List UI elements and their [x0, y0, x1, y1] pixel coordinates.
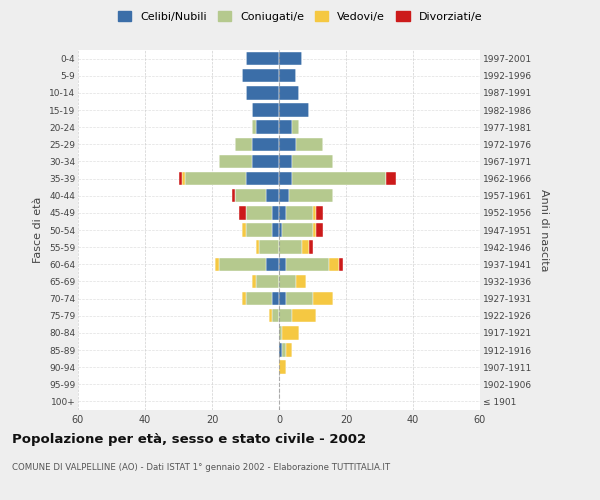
- Bar: [283, 344, 286, 356]
- Bar: [292, 154, 332, 168]
- Bar: [256, 120, 279, 134]
- Bar: [242, 292, 245, 306]
- Bar: [279, 69, 296, 82]
- Bar: [242, 69, 279, 82]
- Bar: [316, 224, 323, 236]
- Bar: [235, 138, 252, 151]
- Bar: [272, 292, 279, 306]
- Bar: [279, 309, 292, 322]
- Bar: [235, 189, 266, 202]
- Bar: [279, 240, 302, 254]
- Bar: [296, 138, 323, 151]
- Bar: [245, 206, 272, 220]
- Bar: [289, 189, 332, 202]
- Bar: [245, 172, 279, 186]
- Bar: [279, 326, 283, 340]
- Bar: [245, 224, 272, 236]
- Bar: [286, 344, 292, 356]
- Bar: [313, 292, 332, 306]
- Bar: [245, 52, 279, 66]
- Bar: [329, 258, 340, 271]
- Bar: [252, 138, 279, 151]
- Legend: Celibi/Nubili, Coniugati/e, Vedovi/e, Divorziati/e: Celibi/Nubili, Coniugati/e, Vedovi/e, Di…: [115, 8, 485, 25]
- Bar: [292, 172, 386, 186]
- Text: COMUNE DI VALPELLINE (AO) - Dati ISTAT 1° gennaio 2002 - Elaborazione TUTTITALIA: COMUNE DI VALPELLINE (AO) - Dati ISTAT 1…: [12, 462, 390, 471]
- Bar: [256, 274, 279, 288]
- Y-axis label: Anni di nascita: Anni di nascita: [539, 188, 548, 271]
- Bar: [279, 344, 283, 356]
- Bar: [232, 189, 235, 202]
- Bar: [279, 104, 309, 117]
- Bar: [283, 224, 313, 236]
- Bar: [279, 274, 296, 288]
- Bar: [245, 292, 272, 306]
- Bar: [279, 138, 296, 151]
- Bar: [279, 292, 286, 306]
- Bar: [286, 206, 313, 220]
- Bar: [185, 172, 245, 186]
- Bar: [279, 52, 302, 66]
- Bar: [279, 224, 283, 236]
- Bar: [386, 172, 396, 186]
- Bar: [313, 206, 316, 220]
- Bar: [252, 104, 279, 117]
- Bar: [279, 172, 292, 186]
- Bar: [272, 309, 279, 322]
- Bar: [279, 258, 286, 271]
- Bar: [302, 240, 309, 254]
- Bar: [266, 189, 279, 202]
- Bar: [340, 258, 343, 271]
- Bar: [239, 206, 245, 220]
- Bar: [269, 309, 272, 322]
- Bar: [279, 154, 292, 168]
- Bar: [242, 224, 245, 236]
- Bar: [279, 360, 286, 374]
- Bar: [252, 154, 279, 168]
- Bar: [245, 86, 279, 100]
- Bar: [279, 86, 299, 100]
- Bar: [256, 240, 259, 254]
- Bar: [279, 189, 289, 202]
- Bar: [286, 258, 329, 271]
- Bar: [272, 224, 279, 236]
- Bar: [313, 224, 316, 236]
- Bar: [252, 274, 256, 288]
- Bar: [279, 206, 286, 220]
- Bar: [266, 258, 279, 271]
- Bar: [179, 172, 182, 186]
- Bar: [182, 172, 185, 186]
- Y-axis label: Fasce di età: Fasce di età: [34, 197, 43, 263]
- Bar: [296, 274, 306, 288]
- Bar: [292, 309, 316, 322]
- Bar: [286, 292, 313, 306]
- Bar: [272, 206, 279, 220]
- Bar: [252, 120, 256, 134]
- Text: Popolazione per età, sesso e stato civile - 2002: Popolazione per età, sesso e stato civil…: [12, 432, 366, 446]
- Bar: [292, 120, 299, 134]
- Bar: [316, 206, 323, 220]
- Bar: [215, 258, 218, 271]
- Bar: [219, 258, 266, 271]
- Bar: [283, 326, 299, 340]
- Bar: [309, 240, 313, 254]
- Bar: [218, 154, 252, 168]
- Bar: [259, 240, 279, 254]
- Bar: [279, 120, 292, 134]
